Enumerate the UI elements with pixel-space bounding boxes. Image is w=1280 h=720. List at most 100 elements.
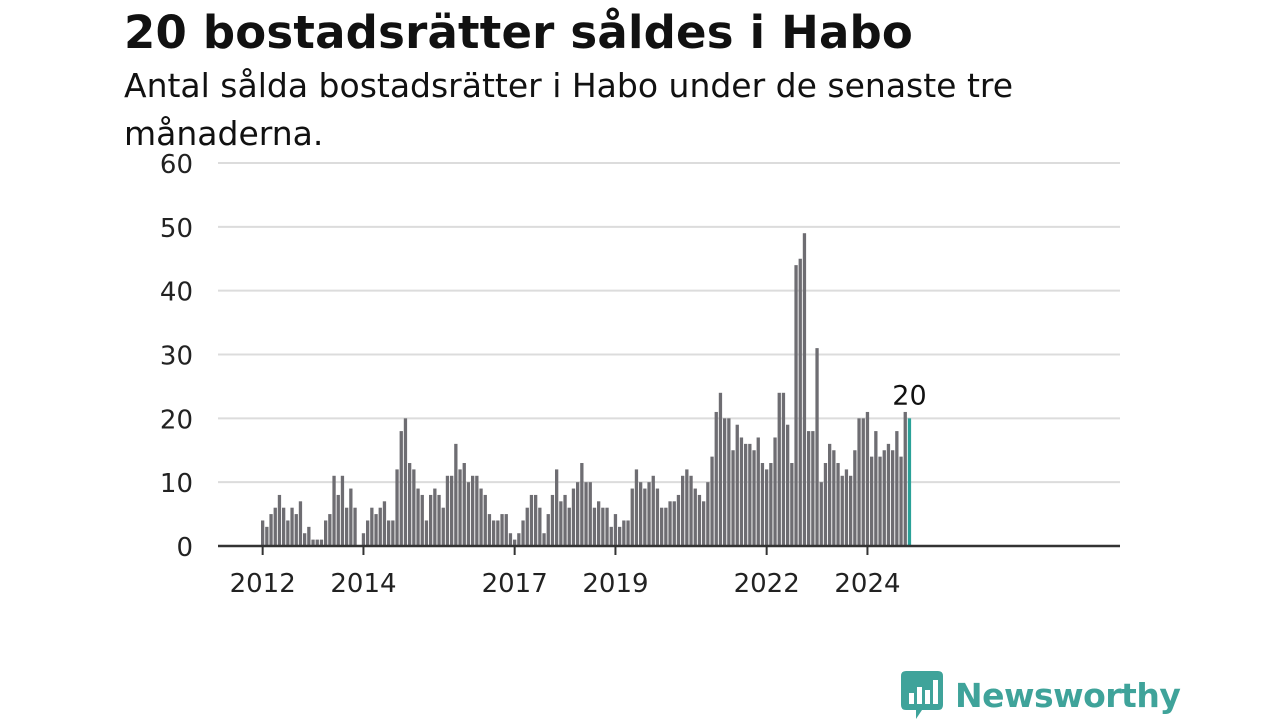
bar — [609, 526, 613, 546]
bar — [588, 482, 592, 546]
bar — [731, 450, 735, 546]
bar — [395, 469, 399, 546]
bar — [454, 443, 458, 546]
bar — [605, 507, 609, 546]
bar — [685, 469, 689, 546]
bar — [718, 392, 723, 546]
bar — [790, 463, 794, 546]
bar — [794, 265, 798, 546]
bar — [345, 507, 349, 546]
x-tick-label: 2014 — [330, 569, 396, 599]
bar — [811, 431, 815, 546]
bar — [366, 520, 370, 546]
bar — [542, 533, 546, 546]
bar — [324, 520, 328, 546]
bar — [844, 469, 849, 546]
bar — [500, 514, 504, 546]
bar — [786, 424, 790, 546]
bar — [882, 450, 886, 546]
bar — [710, 456, 714, 546]
bar — [622, 520, 626, 546]
y-tick-label: 60 — [160, 150, 193, 180]
bar — [639, 482, 643, 546]
bar — [756, 437, 760, 546]
bar — [807, 431, 811, 546]
y-tick-label: 20 — [160, 405, 193, 435]
bar — [420, 494, 424, 546]
bar — [303, 533, 307, 546]
newsworthy-logo: Newsworthy — [901, 671, 1181, 719]
bar — [529, 494, 534, 546]
bar — [592, 507, 597, 546]
bar — [689, 475, 693, 546]
bar — [798, 258, 802, 546]
bar — [307, 526, 311, 546]
bar — [298, 501, 303, 546]
bar — [874, 431, 878, 546]
bar — [723, 418, 727, 546]
bar — [261, 520, 265, 546]
bar — [853, 450, 857, 546]
bar — [277, 494, 282, 546]
bar — [513, 539, 517, 546]
bar — [664, 507, 668, 546]
y-tick-label: 40 — [160, 278, 193, 308]
y-tick-label: 0 — [176, 533, 193, 563]
bar — [802, 233, 807, 546]
bar — [563, 494, 567, 546]
bar — [319, 539, 324, 546]
x-tick-label: 2024 — [834, 569, 900, 599]
bar — [630, 488, 634, 546]
bar — [361, 533, 366, 546]
bar — [706, 482, 710, 546]
bar — [290, 507, 294, 546]
bar — [265, 526, 269, 546]
bar — [895, 431, 899, 546]
bar — [849, 475, 853, 546]
bar — [765, 469, 769, 546]
bar — [660, 507, 664, 546]
bar — [534, 494, 538, 546]
bar — [433, 488, 437, 546]
bar — [601, 507, 605, 546]
bar — [878, 456, 882, 546]
bar — [508, 533, 513, 546]
y-tick-label: 10 — [160, 469, 193, 499]
bar — [836, 463, 840, 546]
bar — [870, 456, 874, 546]
y-tick-label: 30 — [160, 342, 193, 372]
bar — [483, 494, 487, 546]
bar — [521, 520, 525, 546]
bar — [735, 424, 739, 546]
bar — [315, 539, 319, 546]
x-tick-label: 2012 — [230, 569, 296, 599]
bar — [655, 488, 660, 546]
bar — [899, 456, 903, 546]
bar — [273, 507, 277, 546]
annotations: 20 — [892, 380, 926, 411]
bar — [567, 507, 571, 546]
chart-subtitle: Antal sålda bostadsrätter i Habo under d… — [124, 66, 1014, 153]
bar — [571, 488, 576, 546]
bar — [618, 526, 622, 546]
bar — [668, 501, 672, 546]
bar — [555, 469, 559, 546]
bar — [886, 443, 891, 546]
x-tick-label: 2022 — [734, 569, 800, 599]
grid-lines — [218, 162, 1120, 484]
bar — [714, 411, 718, 546]
bar — [412, 469, 416, 546]
bar — [769, 463, 773, 546]
bar — [475, 475, 479, 546]
bar — [748, 443, 752, 546]
bar — [466, 482, 471, 546]
bar — [760, 463, 765, 546]
bar — [349, 488, 353, 546]
bar — [550, 494, 555, 546]
bar — [538, 507, 542, 546]
bar — [408, 463, 412, 546]
bar — [387, 520, 391, 546]
bar — [580, 463, 584, 546]
bar — [752, 450, 756, 546]
bar — [815, 348, 819, 546]
